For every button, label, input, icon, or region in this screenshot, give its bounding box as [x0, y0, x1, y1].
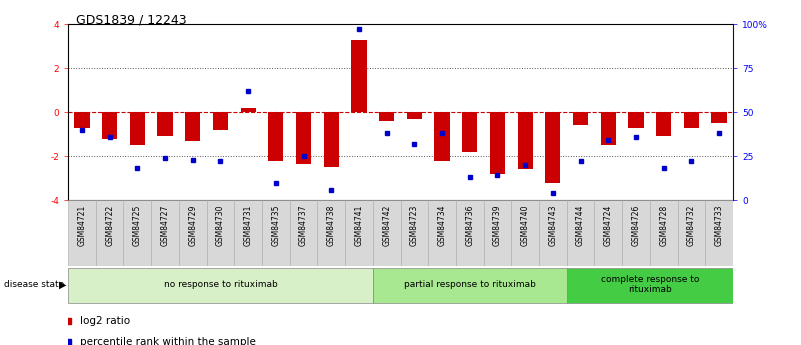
FancyBboxPatch shape: [678, 200, 705, 266]
FancyBboxPatch shape: [290, 200, 317, 266]
Bar: [711, 112, 727, 123]
Bar: [684, 112, 699, 128]
Text: disease state: disease state: [4, 280, 64, 289]
Bar: [74, 112, 90, 128]
Text: GSM84722: GSM84722: [105, 205, 114, 246]
Text: no response to rituximab: no response to rituximab: [163, 280, 277, 289]
Text: GSM84738: GSM84738: [327, 205, 336, 246]
FancyBboxPatch shape: [539, 200, 567, 266]
Text: GSM84726: GSM84726: [631, 205, 641, 246]
Text: GSM84733: GSM84733: [714, 205, 723, 246]
FancyBboxPatch shape: [179, 200, 207, 266]
Text: GSM84728: GSM84728: [659, 205, 668, 246]
Bar: [158, 112, 173, 136]
Bar: [102, 112, 117, 138]
FancyBboxPatch shape: [235, 200, 262, 266]
FancyBboxPatch shape: [400, 200, 429, 266]
FancyBboxPatch shape: [511, 200, 539, 266]
Text: GSM84736: GSM84736: [465, 205, 474, 246]
Text: ▶: ▶: [58, 280, 66, 290]
FancyBboxPatch shape: [650, 200, 678, 266]
FancyBboxPatch shape: [567, 200, 594, 266]
FancyBboxPatch shape: [123, 200, 151, 266]
Bar: [296, 112, 311, 164]
FancyBboxPatch shape: [262, 200, 290, 266]
Bar: [352, 40, 367, 112]
Bar: [240, 108, 256, 112]
Text: GSM84742: GSM84742: [382, 205, 391, 246]
Text: complete response to
rituximab: complete response to rituximab: [601, 275, 699, 294]
Bar: [656, 112, 671, 136]
FancyBboxPatch shape: [207, 200, 235, 266]
Text: GSM84735: GSM84735: [272, 205, 280, 246]
Bar: [601, 112, 616, 145]
Text: GSM84721: GSM84721: [78, 205, 87, 246]
Text: log2 ratio: log2 ratio: [80, 316, 130, 326]
Bar: [268, 112, 284, 160]
FancyBboxPatch shape: [456, 200, 484, 266]
FancyBboxPatch shape: [372, 200, 400, 266]
FancyBboxPatch shape: [429, 200, 456, 266]
FancyBboxPatch shape: [705, 200, 733, 266]
Bar: [490, 112, 505, 174]
Text: GSM84734: GSM84734: [437, 205, 446, 246]
FancyBboxPatch shape: [622, 200, 650, 266]
Bar: [545, 112, 561, 183]
FancyBboxPatch shape: [567, 268, 733, 303]
Text: GSM84740: GSM84740: [521, 205, 529, 246]
Text: GSM84725: GSM84725: [133, 205, 142, 246]
Bar: [213, 112, 228, 130]
FancyBboxPatch shape: [68, 200, 96, 266]
Text: GSM84739: GSM84739: [493, 205, 502, 246]
Text: GSM84731: GSM84731: [244, 205, 252, 246]
Text: GSM84727: GSM84727: [160, 205, 170, 246]
FancyBboxPatch shape: [345, 200, 372, 266]
FancyBboxPatch shape: [68, 268, 372, 303]
Text: partial response to rituximab: partial response to rituximab: [404, 280, 536, 289]
Text: GSM84741: GSM84741: [355, 205, 364, 246]
Bar: [379, 112, 394, 121]
Bar: [434, 112, 449, 160]
FancyBboxPatch shape: [484, 200, 511, 266]
Bar: [628, 112, 643, 128]
Bar: [185, 112, 200, 141]
Text: GSM84723: GSM84723: [410, 205, 419, 246]
Text: GDS1839 / 12243: GDS1839 / 12243: [76, 14, 187, 27]
FancyBboxPatch shape: [372, 268, 567, 303]
Text: GSM84737: GSM84737: [299, 205, 308, 246]
Text: GSM84732: GSM84732: [687, 205, 696, 246]
Bar: [462, 112, 477, 152]
Text: GSM84743: GSM84743: [549, 205, 557, 246]
Text: GSM84724: GSM84724: [604, 205, 613, 246]
FancyBboxPatch shape: [96, 200, 123, 266]
Text: percentile rank within the sample: percentile rank within the sample: [80, 337, 256, 345]
Bar: [324, 112, 339, 167]
Text: GSM84744: GSM84744: [576, 205, 585, 246]
FancyBboxPatch shape: [151, 200, 179, 266]
FancyBboxPatch shape: [594, 200, 622, 266]
Text: GSM84730: GSM84730: [216, 205, 225, 246]
FancyBboxPatch shape: [317, 200, 345, 266]
Bar: [407, 112, 422, 119]
Bar: [517, 112, 533, 169]
Text: GSM84729: GSM84729: [188, 205, 197, 246]
Bar: [573, 112, 588, 125]
Bar: [130, 112, 145, 145]
